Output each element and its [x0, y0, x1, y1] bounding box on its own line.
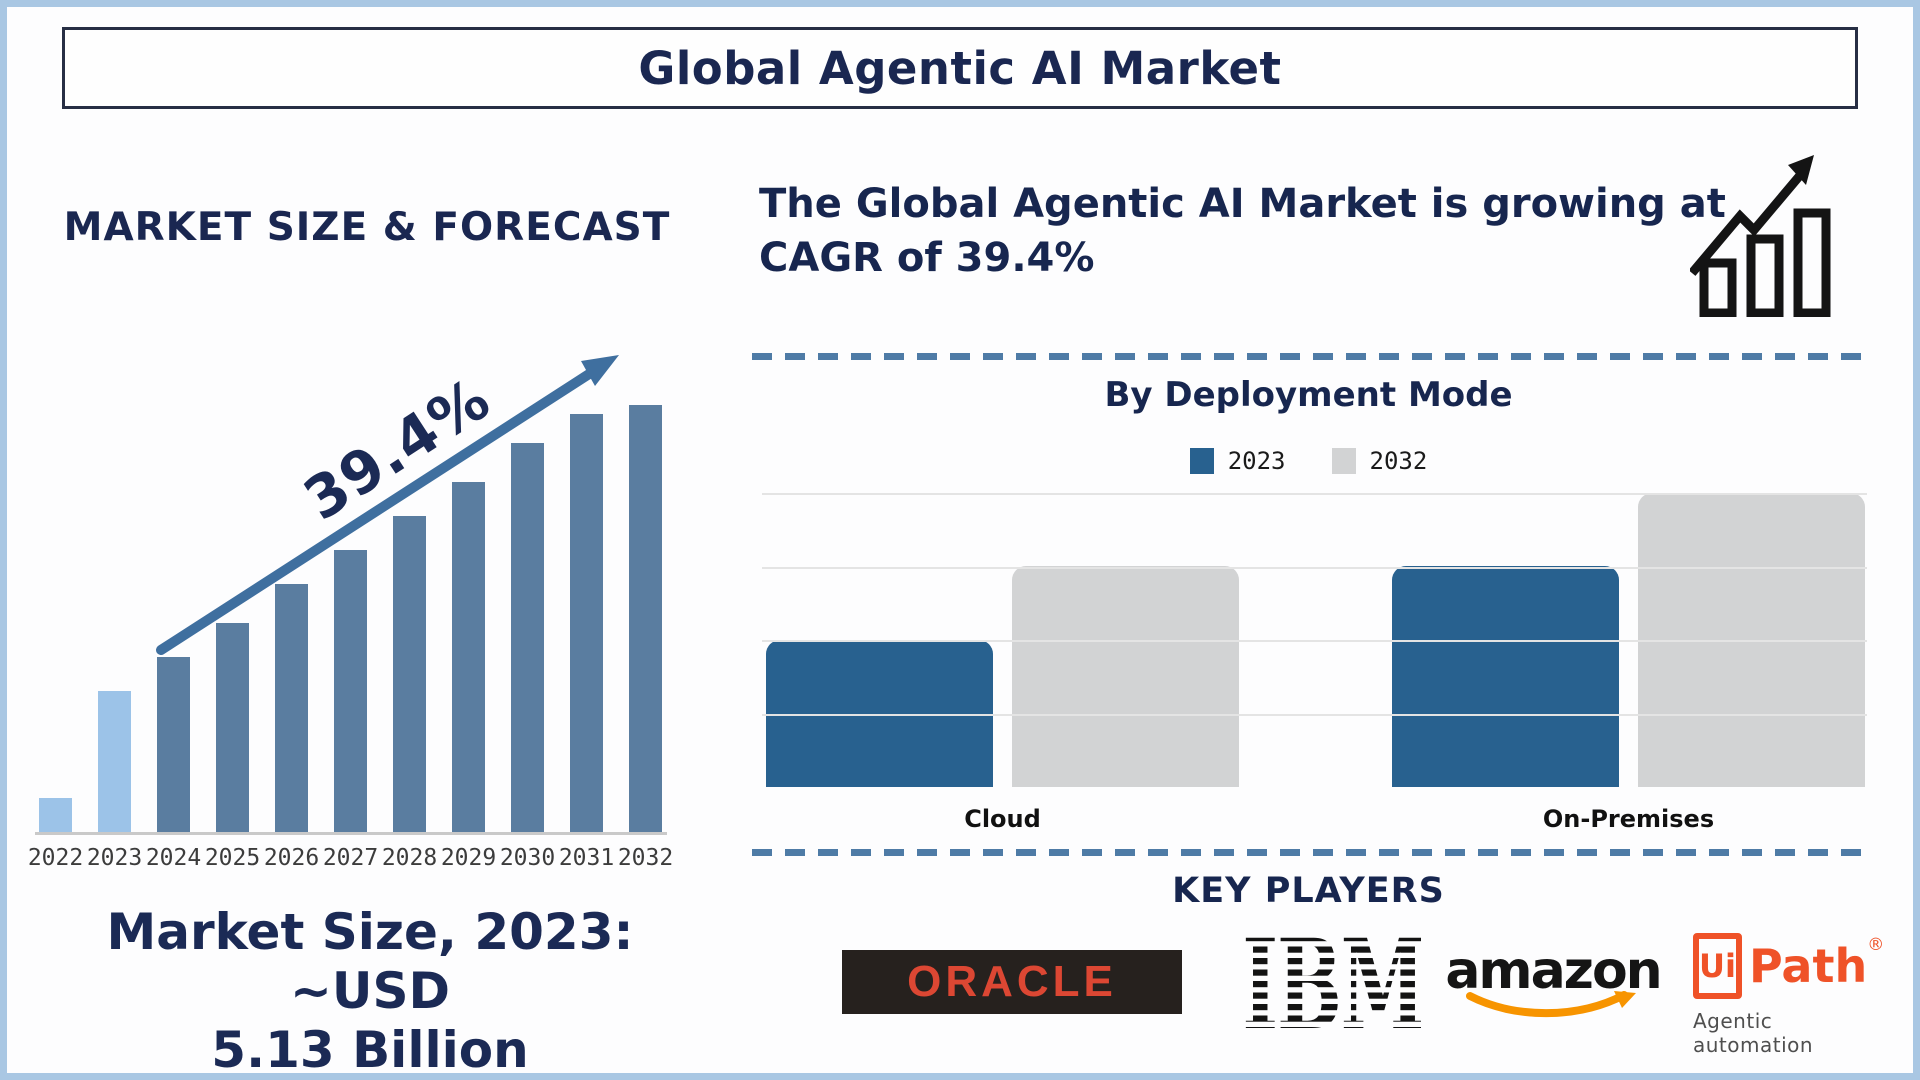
year-label-2028: 2028 [381, 845, 438, 871]
legend-item-2023: 2023 [1189, 447, 1286, 475]
bar-2030 [511, 443, 544, 832]
uipath-registered-mark: ® [1867, 935, 1885, 955]
cagr-heading: The Global Agentic AI Market is growing … [759, 177, 1739, 285]
bar-2023 [98, 691, 131, 832]
deployment-plot [762, 493, 1867, 787]
deployment-category-labels: Cloud On-Premises [762, 805, 1867, 833]
bar-group-cloud [766, 566, 1239, 787]
year-label-2022: 2022 [27, 845, 84, 871]
dashed-divider-bottom [752, 849, 1865, 856]
category-label-on-premises: On-Premises [1542, 805, 1715, 833]
bar-2026 [275, 584, 308, 832]
year-label-2031: 2031 [558, 845, 615, 871]
page-title: Global Agentic AI Market [638, 41, 1282, 95]
market-size-caption-line2: 5.13 Billion [211, 1021, 529, 1079]
bar-2028 [393, 516, 426, 832]
cagr-heading-line1: The Global Agentic AI Market is growing … [759, 181, 1726, 227]
market-size-chart: 39.4% [35, 331, 697, 835]
deployment-legend: 2023 2032 [752, 447, 1865, 475]
uipath-caption: Agentic automation [1693, 1009, 1814, 1057]
amazon-smile-icon [1466, 991, 1636, 1018]
bar-2029 [452, 482, 485, 832]
bar-2022 [39, 798, 72, 832]
deployment-mode-title: By Deployment Mode [1104, 375, 1513, 415]
legend-label-2023: 2023 [1227, 447, 1286, 475]
year-label-2029: 2029 [440, 845, 497, 871]
market-size-caption: Market Size, 2023: ~USD 5.13 Billion [25, 903, 715, 1079]
title-box: Global Agentic AI Market [62, 27, 1858, 109]
market-size-years: 2022 2023 2024 2025 2026 2027 2028 2029 2030 2031… [27, 845, 701, 871]
category-label-cloud: Cloud [964, 805, 1041, 833]
year-label-2027: 2027 [322, 845, 379, 871]
bar-2031 [570, 414, 603, 832]
uipath-box-text: Ui [1699, 947, 1736, 985]
uipath-logo-text: Path [1748, 939, 1868, 993]
legend-item-2032: 2032 [1331, 447, 1428, 475]
gridline [762, 640, 1867, 642]
gridline [762, 567, 1867, 569]
bar-2032 [629, 405, 662, 832]
gridline [762, 714, 1867, 716]
bar-cloud-2023 [766, 640, 993, 787]
growth-chart-icon [1690, 155, 1831, 317]
market-size-caption-line1: Market Size, 2023: ~USD [106, 903, 634, 1020]
bar-on-premises-2023 [1392, 566, 1619, 787]
uipath-box-icon: Ui [1693, 933, 1742, 999]
year-label-2026: 2026 [263, 845, 320, 871]
year-label-2024: 2024 [145, 845, 202, 871]
key-players-title: KEY PLAYERS [1172, 871, 1445, 911]
ibm-logo: IBM [1242, 935, 1421, 1039]
oracle-logo-text: ORACLE [907, 957, 1117, 1006]
legend-swatch-2032 [1331, 448, 1356, 474]
dashed-divider-top [752, 353, 1865, 360]
ibm-logo-text: IBM [1242, 935, 1421, 1039]
oracle-logo: ORACLE [842, 950, 1182, 1014]
gridline [762, 493, 1867, 495]
uipath-logo: Ui Path ® Agentic automation [1693, 933, 1884, 1057]
year-label-2023: 2023 [86, 845, 143, 871]
bar-2027 [334, 550, 367, 832]
market-size-section-title: MARKET SIZE & FORECAST [63, 205, 671, 250]
bar-cloud-2032 [1012, 566, 1239, 787]
cagr-heading-line2: CAGR of 39.4% [759, 235, 1095, 281]
bar-2025 [216, 623, 249, 832]
bar-2024 [157, 657, 190, 832]
amazon-logo-text: amazon [1445, 941, 1662, 1001]
year-label-2030: 2030 [499, 845, 556, 871]
legend-swatch-2023 [1189, 448, 1214, 474]
year-label-2032: 2032 [617, 845, 674, 871]
amazon-logo: amazon [1445, 945, 1663, 1023]
x-axis-baseline [35, 832, 667, 835]
legend-label-2032: 2032 [1369, 447, 1428, 475]
year-label-2025: 2025 [204, 845, 261, 871]
